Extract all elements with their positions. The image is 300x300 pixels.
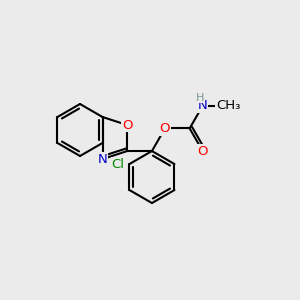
Text: O: O (197, 145, 208, 158)
Text: N: N (98, 153, 107, 166)
Text: CH₃: CH₃ (216, 99, 241, 112)
Text: O: O (122, 118, 133, 131)
Text: Cl: Cl (111, 158, 124, 170)
Text: O: O (160, 122, 170, 135)
Text: N: N (198, 99, 208, 112)
Text: H: H (196, 93, 204, 103)
